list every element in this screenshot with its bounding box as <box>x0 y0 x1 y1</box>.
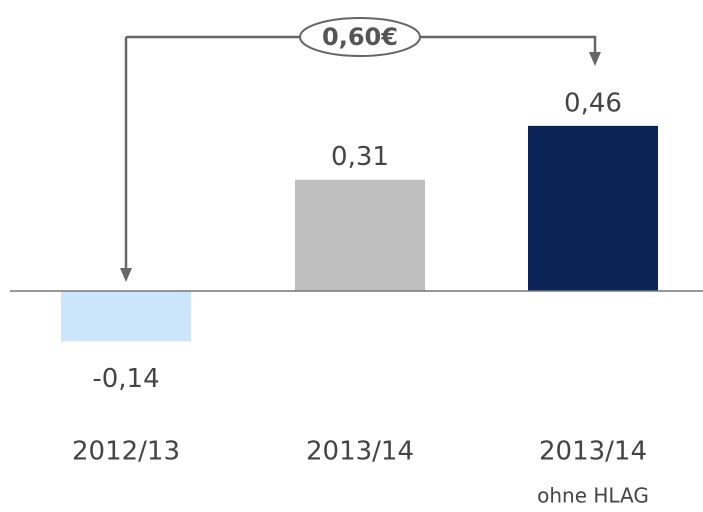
bar <box>528 125 658 291</box>
value-label: 0,31 <box>331 142 389 172</box>
annotation: 0,60€ <box>322 23 398 51</box>
x-tick-label: 2012/13 <box>72 437 180 467</box>
bar <box>61 291 191 342</box>
annotation-ellipse <box>299 17 421 57</box>
value-label: 0,46 <box>564 88 622 118</box>
x-tick-label: 2013/14 <box>539 437 647 467</box>
value-label: -0,14 <box>92 364 159 394</box>
arrow-right <box>420 35 597 56</box>
bar <box>295 179 425 291</box>
arrowhead-right <box>589 52 601 66</box>
x-tick-label: 2013/14 <box>306 437 414 467</box>
x-tick-sublabel: ohne HLAG <box>537 484 649 508</box>
arrowhead-left <box>120 268 132 282</box>
